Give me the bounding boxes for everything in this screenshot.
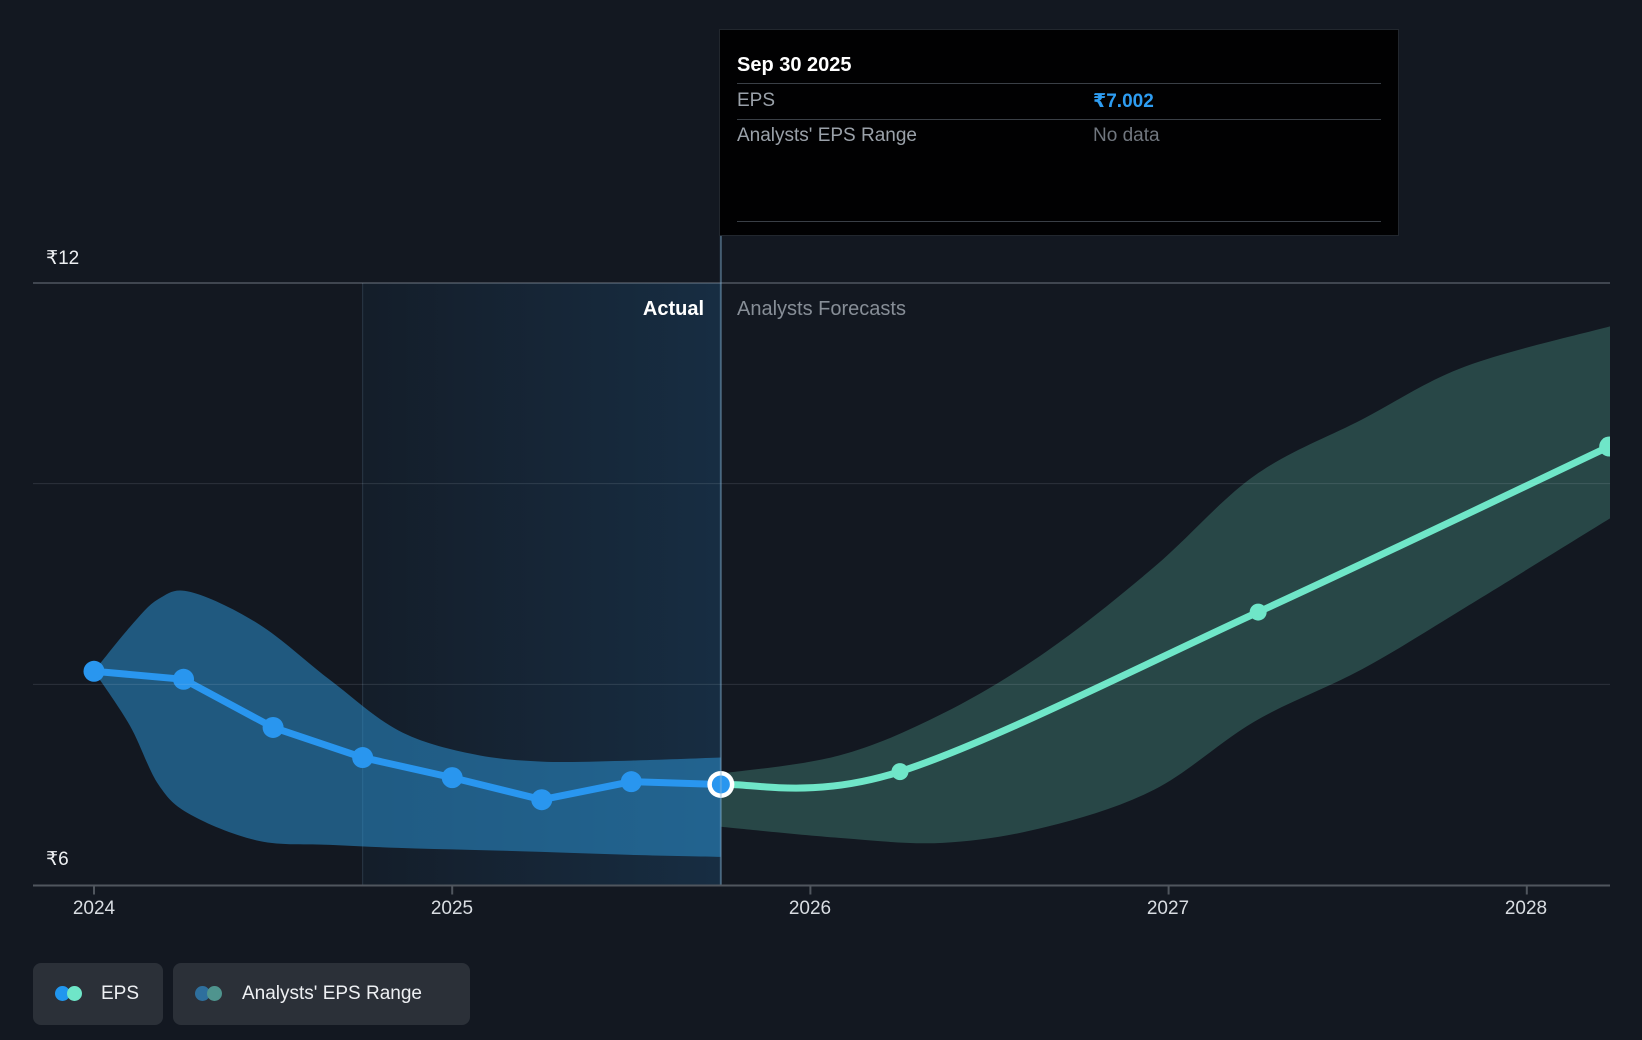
tooltip-eps-value: ₹7.002 [1093,91,1154,112]
eps-blue-dot-icon [55,986,70,1001]
tooltip-divider [737,221,1381,222]
eps-point[interactable] [352,747,374,769]
range-blue-dot-icon [195,986,210,1001]
actual-eps-line [90,667,725,804]
forecast-point[interactable] [891,763,909,781]
eps-teal-dot-icon [67,986,82,1001]
x-axis-label-2028: 2028 [1504,898,1548,919]
tooltip-range-value: No data [1093,125,1160,146]
legend-item-analysts-eps-range[interactable]: Analysts' EPS Range [173,963,470,1025]
plot-area [83,326,1619,857]
tooltip-eps-label: EPS [737,90,776,111]
legend-item-eps[interactable]: EPS [33,963,163,1025]
analysts-eps-range-band [720,326,1610,844]
tooltip-date: Sep 30 2025 [737,54,852,76]
zone-label-actual: Actual [642,298,704,320]
y-axis-label-bottom: ₹6 [46,849,69,870]
eps-point[interactable] [441,767,463,789]
legend-label-analysts-eps-range: Analysts' EPS Range [242,983,422,1004]
eps-point[interactable] [531,789,553,811]
eps-point[interactable] [262,716,284,738]
x-axis-label-2024: 2024 [72,898,116,919]
y-axis-label-top: ₹12 [46,248,80,269]
actual-eps-band [94,590,721,857]
hovered-eps-point[interactable] [711,775,730,794]
range-teal-dot-icon [207,986,222,1001]
eps-point[interactable] [173,668,195,690]
x-axis-label-2025: 2025 [430,898,474,919]
forecast-eps-line [717,443,1610,792]
x-axis-label-2027: 2027 [1146,898,1190,919]
hover-tooltip: Sep 30 2025 EPS ₹7.002 Analysts' EPS Ran… [719,29,1399,236]
eps-point[interactable] [620,771,642,793]
forecast-point[interactable] [1249,603,1267,621]
tooltip-divider [737,119,1381,120]
forecast-point[interactable] [1599,436,1619,457]
tooltip-divider [737,83,1381,84]
eps-point[interactable] [83,660,105,682]
tooltip-range-label: Analysts' EPS Range [737,125,917,146]
legend-label-eps: EPS [101,983,140,1004]
zone-label-forecast: Analysts Forecasts [737,298,906,320]
x-axis-label-2026: 2026 [788,898,832,919]
